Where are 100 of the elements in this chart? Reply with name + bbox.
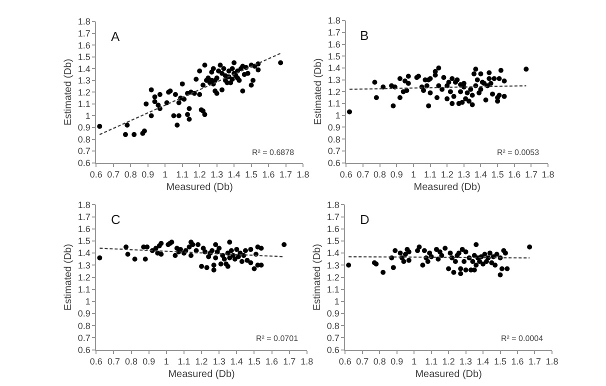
x-tick-label: 0.9 [390, 356, 404, 367]
x-tick-label: 1.6 [262, 170, 275, 180]
x-tick-label: 1.2 [193, 170, 206, 180]
x-tick-label: 1.3 [212, 356, 226, 367]
y-tick-label: 1.8 [78, 200, 90, 210]
y-tick-label: 1 [335, 110, 340, 121]
annotation: C [111, 212, 120, 227]
x-tick-label: 1.8 [296, 170, 310, 180]
y-tick-label: 1.6 [328, 39, 340, 50]
y-tick-label: 1.7 [326, 212, 340, 222]
y-tick-label: 1.2 [78, 87, 90, 98]
x-tick-label: 1.4 [230, 356, 243, 367]
y-tick-label: 1.5 [78, 52, 90, 62]
x-axis-title: Measured (Db) [168, 369, 235, 380]
x-tick-label: 1.3 [458, 170, 470, 180]
y-tick-label: 1.2 [78, 272, 90, 282]
y-tick-label: 1.3 [328, 74, 340, 85]
x-tick-label: 0.8 [125, 356, 138, 367]
x-tick-label: 1.5 [248, 356, 260, 367]
x-axis-title: Measured (Db) [166, 182, 233, 194]
y-tick-label: 1.2 [328, 86, 340, 97]
y-tick-label: 1.5 [326, 236, 340, 246]
y-tick-label: 0.8 [328, 134, 340, 144]
x-tick-label: 1.8 [300, 356, 314, 367]
x-tick-label: 1.1 [176, 170, 189, 180]
y-tick-label: 0.8 [78, 134, 90, 144]
y-axis-title: Estimated (Db) [62, 58, 74, 126]
y-tick-label: 0.7 [326, 332, 340, 343]
x-tick-label: 0.9 [142, 170, 154, 180]
x-tick-label: 1.2 [195, 356, 208, 367]
x-tick-label: 1 [164, 356, 169, 367]
y-tick-label: 0.9 [326, 308, 340, 319]
x-tick-label: 0.8 [374, 170, 386, 180]
y-tick-label: 1.8 [328, 16, 340, 26]
annotation: R² = 0.0053 [497, 148, 540, 157]
y-tick-label: 1.8 [326, 200, 340, 210]
x-axis-title: Measured (Db) [415, 369, 482, 380]
y-tick-label: 1 [85, 110, 90, 121]
y-tick-label: 1.4 [328, 63, 340, 74]
x-tick-label: 0.9 [390, 170, 403, 180]
annotation: B [360, 28, 369, 43]
x-tick-label: 1.4 [476, 356, 490, 367]
x-tick-label: 1.5 [491, 170, 504, 180]
x-tick-label: 1.1 [178, 356, 190, 367]
x-tick-label: 0.7 [107, 356, 120, 367]
x-tick-label: 1.4 [228, 170, 240, 180]
y-tick-label: 1.1 [78, 284, 90, 294]
y-tick-label: 1.1 [78, 99, 90, 110]
y-tick-label: 0.9 [328, 122, 340, 132]
x-tick-label: 1.6 [511, 356, 524, 367]
x-tick-label: 1.8 [542, 170, 554, 180]
y-tick-label: 1.5 [78, 236, 90, 246]
y-tick-label: 0.7 [328, 146, 340, 156]
x-tick-label: 1.4 [474, 170, 487, 180]
y-tick-label: 0.6 [326, 344, 340, 355]
y-tick-label: 0.6 [78, 158, 90, 168]
x-tick-label: 0.7 [356, 356, 369, 367]
y-tick-label: 0.7 [78, 332, 90, 343]
x-tick-label: 1.5 [245, 170, 258, 180]
annotation: R² = 0.0004 [501, 334, 544, 343]
y-tick-label: 0.6 [328, 158, 340, 168]
y-tick-label: 1.3 [326, 260, 340, 270]
x-tick-label: 1.7 [283, 356, 296, 367]
x-tick-label: 1.6 [508, 170, 521, 180]
y-tick-label: 1.7 [328, 28, 340, 38]
x-tick-label: 1.8 [546, 356, 558, 367]
x-tick-label: 1.3 [210, 170, 224, 180]
y-tick-label: 1.8 [78, 16, 90, 27]
y-tick-label: 1 [334, 296, 340, 307]
y-axis-title: Estimated (Db) [62, 244, 74, 311]
y-tick-label: 1.7 [78, 28, 90, 38]
x-tick-label: 1.1 [425, 356, 438, 367]
x-tick-label: 1.2 [440, 170, 454, 180]
y-tick-label: 0.9 [78, 308, 90, 319]
annotation: R² = 0.6878 [252, 148, 295, 157]
y-tick-label: 1.2 [326, 272, 340, 282]
y-tick-label: 1.6 [78, 40, 90, 50]
x-tick-label: 1.2 [442, 356, 455, 367]
y-tick-label: 0.7 [78, 146, 90, 156]
y-tick-label: 1.4 [326, 248, 340, 258]
x-tick-label: 1 [412, 356, 417, 367]
x-axis-title: Measured (Db) [414, 182, 480, 194]
y-tick-label: 1.1 [326, 284, 340, 294]
x-tick-label: 1.6 [266, 356, 278, 367]
y-tick-label: 0.6 [78, 344, 90, 355]
x-tick-label: 0.8 [124, 170, 137, 180]
y-tick-label: 1 [85, 296, 90, 307]
x-tick-label: 0.7 [356, 170, 370, 180]
x-tick-label: 1.5 [494, 356, 507, 367]
y-tick-label: 1.3 [78, 260, 90, 270]
y-axis-title: Estimated (Db) [312, 244, 323, 311]
annotation: D [360, 212, 370, 227]
x-tick-label: 0.8 [373, 356, 386, 367]
y-tick-label: 1.4 [78, 64, 90, 74]
y-tick-label: 1.6 [326, 224, 340, 234]
y-tick-label: 1.3 [78, 76, 90, 86]
x-tick-label: 1.3 [460, 356, 472, 367]
x-tick-label: 1 [162, 170, 168, 180]
y-tick-label: 1.1 [328, 98, 340, 109]
x-tick-label: 1.7 [280, 170, 292, 180]
